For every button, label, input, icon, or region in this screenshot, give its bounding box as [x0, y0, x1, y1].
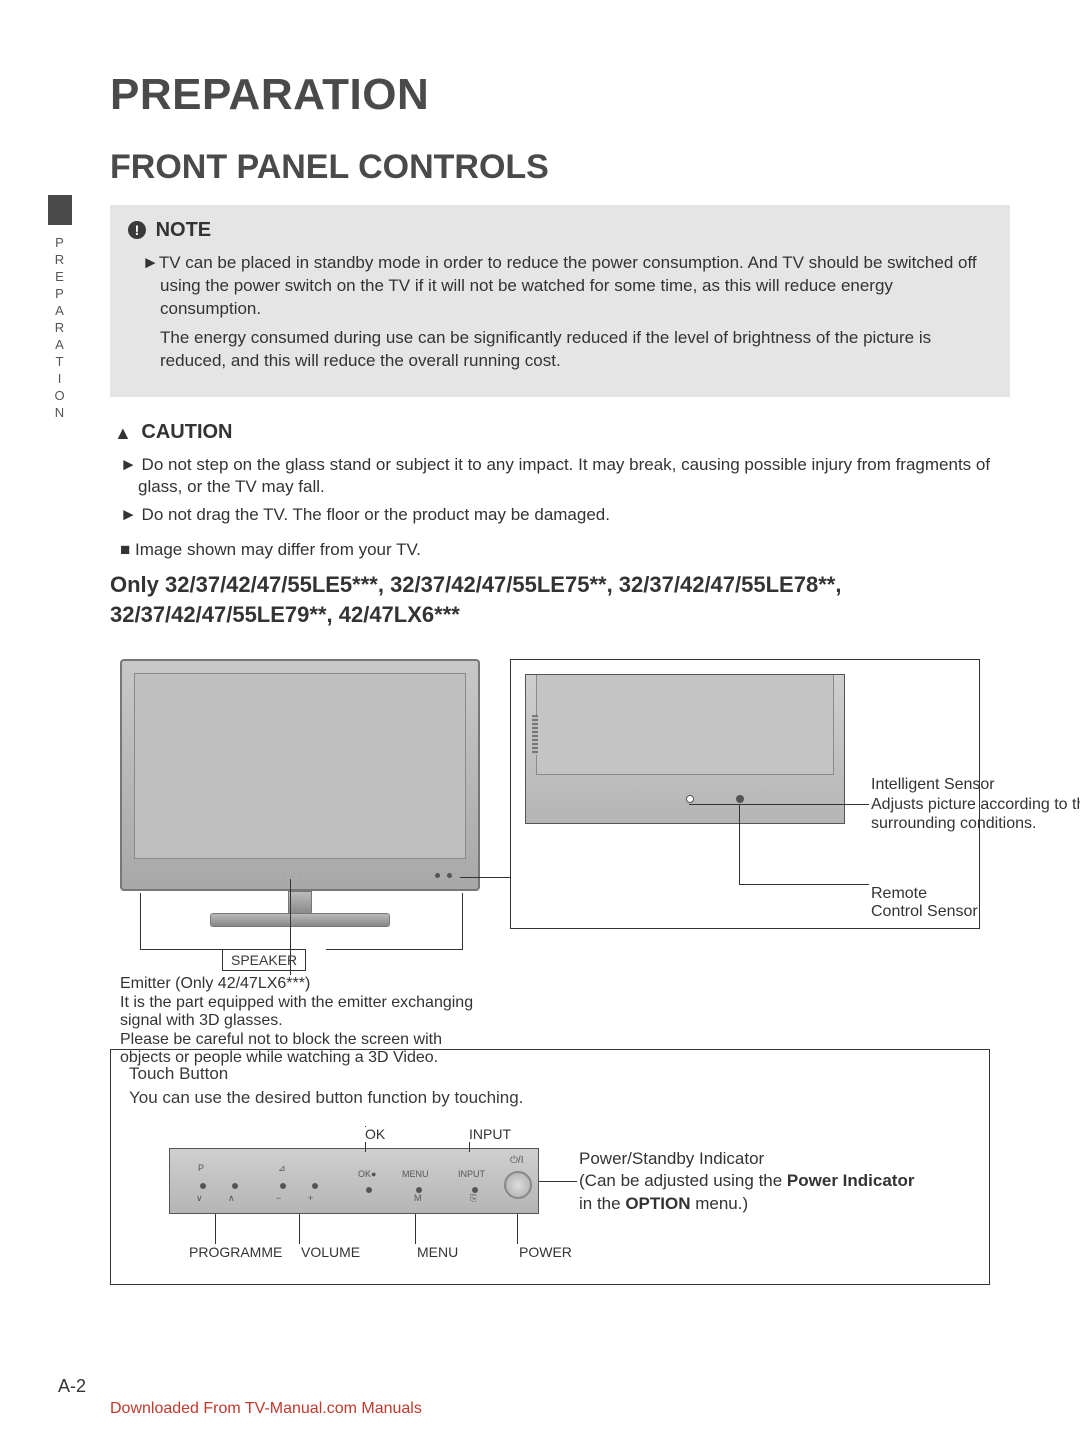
- btn-dot: [312, 1183, 318, 1189]
- caution-body: ► Do not step on the glass stand or subj…: [110, 454, 1010, 526]
- callout-line: [215, 1214, 216, 1244]
- note-line-2: The energy consumed during use can be si…: [128, 327, 992, 373]
- callout-line: [365, 1142, 366, 1152]
- caution-header-text: CAUTION: [141, 421, 232, 443]
- note-line-1: ►TV can be placed in standby mode in ord…: [128, 252, 992, 321]
- btn-dot: [232, 1183, 238, 1189]
- note-box: ! NOTE ►TV can be placed in standby mode…: [110, 205, 1010, 397]
- label-programme: PROGRAMME: [189, 1244, 282, 1260]
- caution-header: ▲ CAUTION: [110, 421, 1010, 444]
- callout-line: [140, 949, 222, 950]
- touch-desc: You can use the desired button function …: [129, 1088, 971, 1108]
- callout-line: [299, 1214, 300, 1244]
- footer-source: Downloaded From TV-Manual.com Manuals: [110, 1400, 422, 1418]
- input-glyph: ⎘: [470, 1193, 477, 1204]
- tv-stand-neck: [288, 891, 312, 915]
- zoom-box: Intelligent Sensor Adjusts picture accor…: [510, 659, 980, 929]
- label-power: POWER: [519, 1244, 572, 1260]
- intelligent-sensor-text: Intelligent Sensor Adjusts picture accor…: [871, 775, 1080, 833]
- model-list: Only 32/37/42/47/55LE5***, 32/37/42/47/5…: [110, 570, 1010, 629]
- callout-line: [539, 1181, 577, 1182]
- tv-diagram: · · · · · · · SPEAKER Emitter (Only 42/4…: [110, 649, 990, 1039]
- callout-line: [517, 1214, 518, 1244]
- caution-line-1: ► Do not step on the glass stand or subj…: [110, 454, 1010, 498]
- caution-block: ▲ CAUTION ► Do not step on the glass sta…: [110, 421, 1010, 526]
- callout-line: [326, 949, 463, 950]
- tv-body: · · · · · · ·: [120, 659, 480, 891]
- caution-line-2: ► Do not drag the TV. The floor or the p…: [110, 504, 1010, 526]
- callout-line: [460, 877, 510, 878]
- tv-sensor-dot-2: [435, 873, 440, 878]
- label-menu: MENU: [417, 1244, 458, 1260]
- touch-button-section: Touch Button You can use the desired but…: [110, 1049, 990, 1285]
- power-indicator-desc: Power/Standby Indicator (Can be adjusted…: [579, 1148, 919, 1214]
- label-input: INPUT: [469, 1126, 511, 1142]
- speaker-label: SPEAKER: [222, 949, 306, 971]
- btn-ok: OK●: [358, 1169, 376, 1179]
- menu-glyph: M: [414, 1193, 422, 1203]
- callout-line: [290, 879, 291, 975]
- side-tab-marker: [48, 195, 72, 225]
- side-tab: PREPARATION: [48, 225, 72, 395]
- btn-menu: MENU: [402, 1169, 429, 1179]
- callout-line: [469, 1142, 470, 1152]
- standby-icon: ⏻/I: [510, 1155, 523, 1166]
- zoom-screen-edge: [536, 675, 834, 775]
- tv-screen: [134, 673, 466, 859]
- manual-page: PREPARATION PREPARATION FRONT PANEL CONT…: [0, 0, 1080, 1285]
- callout-line: [739, 884, 869, 885]
- side-tab-text: PREPARATION: [52, 235, 67, 422]
- callout-line: [462, 893, 463, 949]
- touch-diagram: OK INPUT P ∨ ∧ ⊿ − + OK● ME: [129, 1126, 969, 1266]
- btn-dot: [280, 1183, 286, 1189]
- image-differ-note: ■ Image shown may differ from your TV.: [110, 540, 1010, 560]
- note-icon: !: [128, 221, 146, 239]
- callout-line: [415, 1214, 416, 1244]
- section-title: FRONT PANEL CONTROLS: [110, 148, 1010, 187]
- button-strip: P ∨ ∧ ⊿ − + OK● MENU M INPUT ⎘: [169, 1148, 539, 1214]
- btn-dot: [200, 1183, 206, 1189]
- btn-vol: ⊿: [278, 1163, 286, 1174]
- note-header: ! NOTE: [128, 219, 992, 242]
- bezel-dots: · · · · · · ·: [276, 871, 325, 881]
- note-header-text: NOTE: [156, 219, 212, 241]
- remote-sensor-text: Remote Control Sensor: [871, 885, 979, 921]
- label-volume: VOLUME: [301, 1244, 360, 1260]
- zoom-remote-sensor-dot: [736, 795, 744, 803]
- btn-dot: [366, 1187, 372, 1193]
- zoom-intelligent-sensor-dot: [686, 795, 694, 803]
- plus-icon: +: [308, 1193, 313, 1203]
- label-ok: OK: [365, 1126, 385, 1142]
- touch-title: Touch Button: [129, 1064, 971, 1084]
- chevron-up-icon: ∧: [228, 1193, 235, 1204]
- tv-sensor-dot-1: [447, 873, 452, 878]
- power-button-circle: [504, 1171, 532, 1199]
- btn-p: P: [198, 1163, 204, 1173]
- zoom-speaker-slot: [532, 715, 538, 755]
- page-title: PREPARATION: [110, 70, 1010, 120]
- btn-input: INPUT: [458, 1169, 485, 1179]
- chevron-down-icon: ∨: [196, 1193, 203, 1204]
- tv-stand-base: [210, 913, 390, 927]
- minus-icon: −: [276, 1193, 281, 1203]
- callout-line: [689, 804, 869, 805]
- note-body: ►TV can be placed in standby mode in ord…: [128, 252, 992, 373]
- zoom-inner: [525, 674, 845, 824]
- callout-line: [739, 804, 740, 884]
- caution-icon: ▲: [114, 423, 132, 444]
- callout-line: [140, 893, 141, 949]
- page-number: A-2: [58, 1376, 86, 1397]
